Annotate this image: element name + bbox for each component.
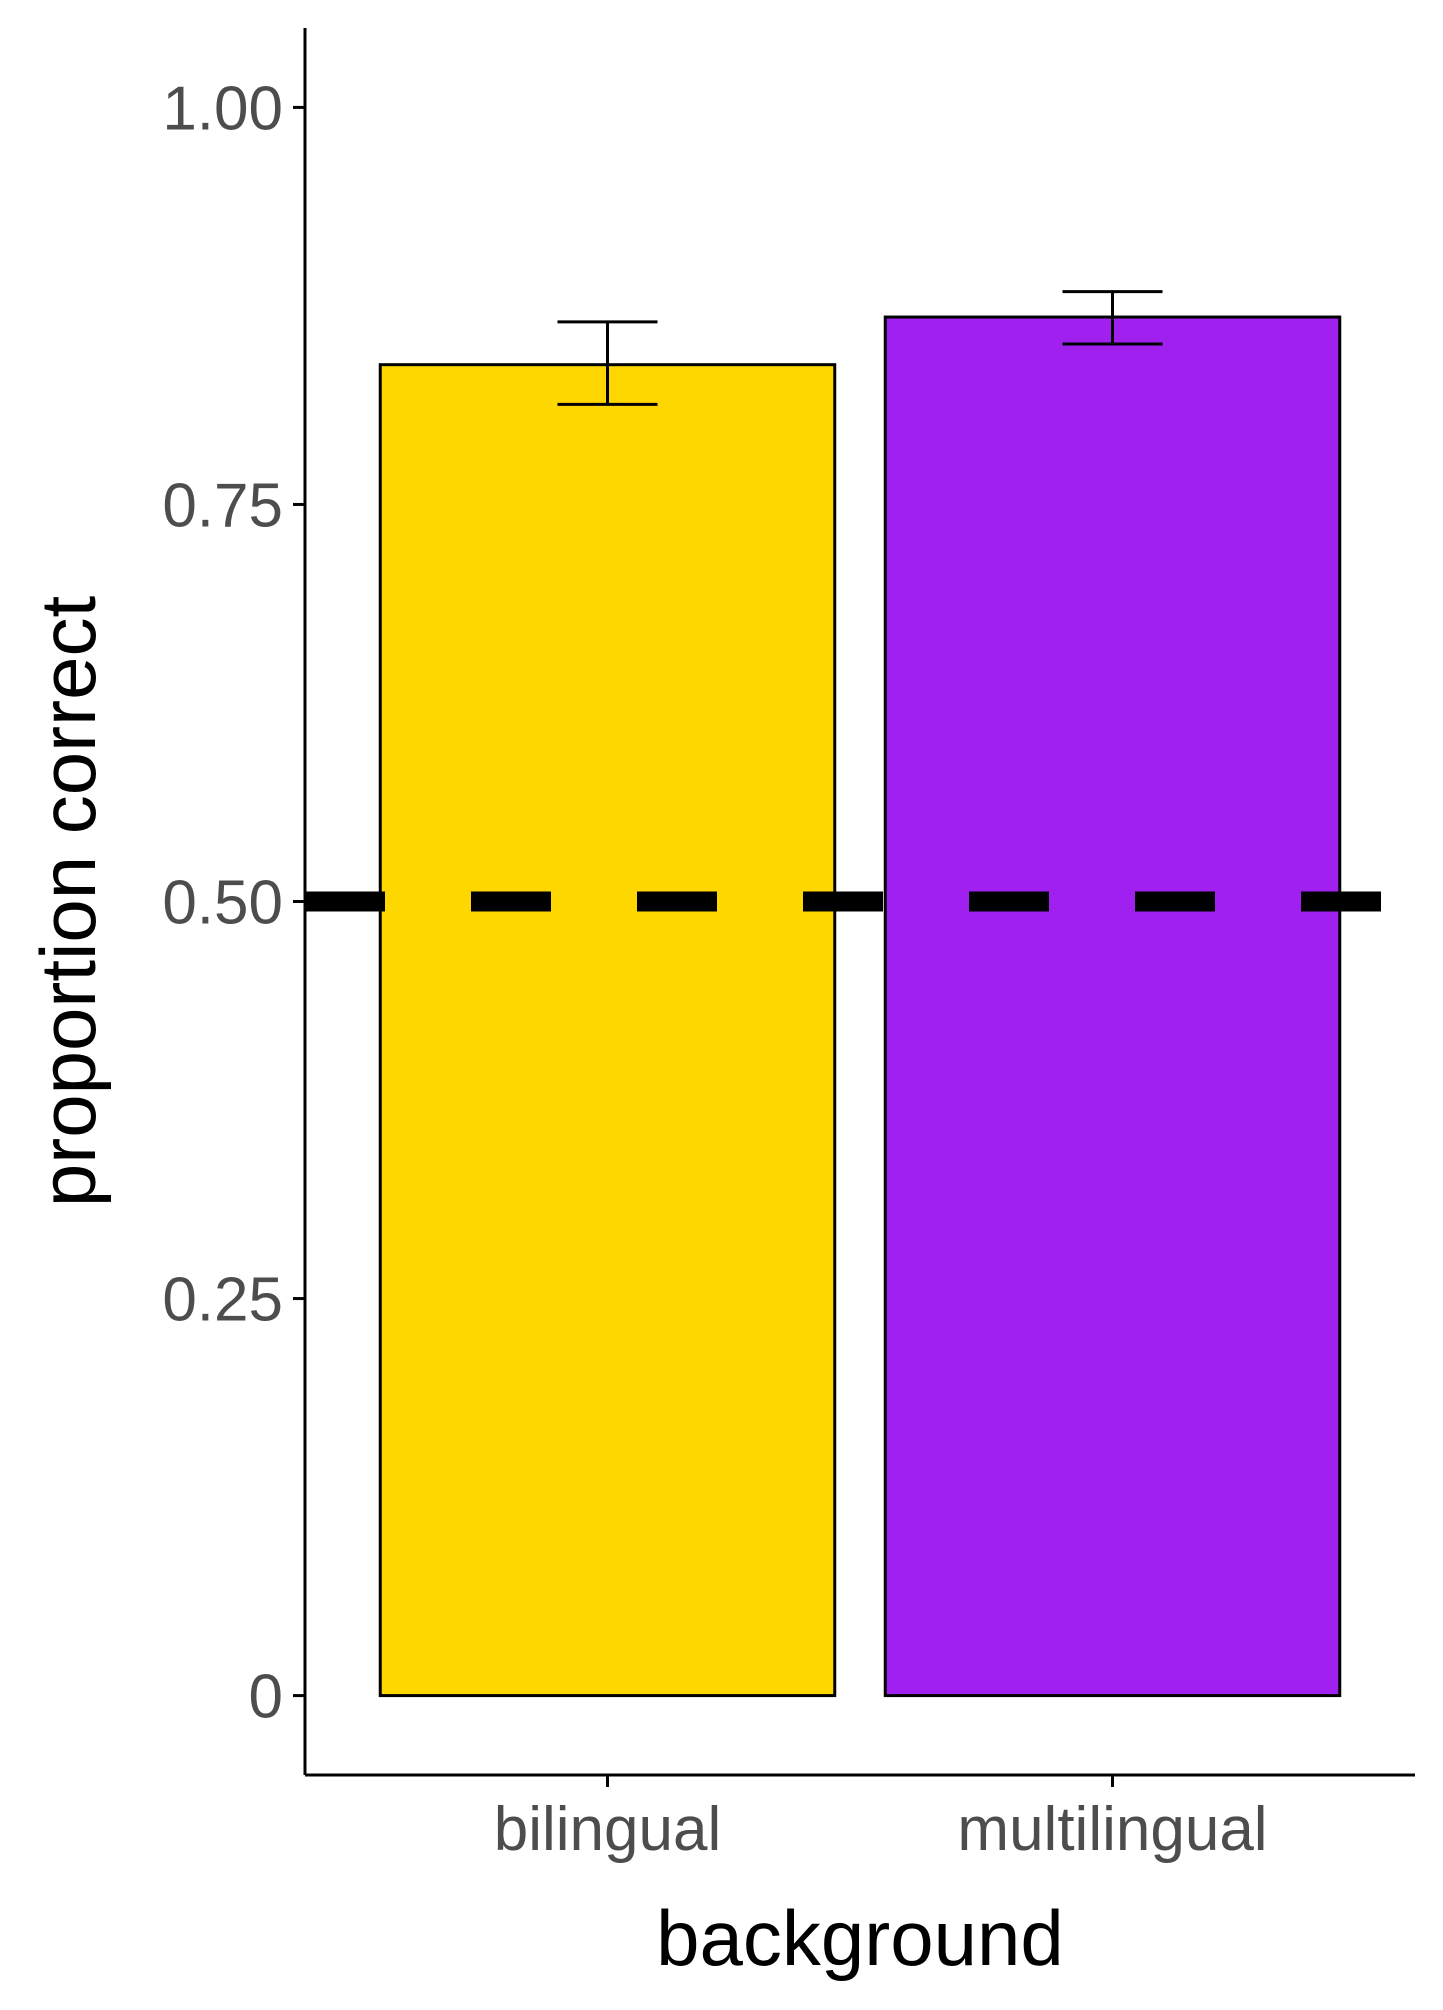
errorbars-layer	[557, 290, 1163, 406]
bar-multilingual	[883, 315, 1342, 1698]
x-axis-title: background	[656, 1894, 1064, 1982]
x-tick-label-bilingual: bilingual	[494, 1795, 722, 1864]
bar-bilingual	[378, 363, 837, 1698]
y-tick-label: 1.00	[162, 74, 283, 143]
x-ticks-layer: bilingual multilingual	[494, 1775, 1268, 1864]
x-tick-label-multilingual: multilingual	[957, 1795, 1267, 1864]
y-axis-title: proportion correct	[24, 596, 112, 1208]
error-bar-multilingual	[1062, 290, 1163, 346]
y-tick-label: 0	[249, 1663, 283, 1732]
error-bar-bilingual	[557, 320, 658, 406]
y-tick-label: 0.25	[162, 1266, 283, 1335]
bars-layer	[378, 315, 1342, 1698]
y-tick-label: 0.50	[162, 869, 283, 938]
y-tick-label: 0.75	[162, 471, 283, 540]
y-ticks-layer: 0 0.25 0.50 0.75 1.00	[162, 74, 305, 1732]
